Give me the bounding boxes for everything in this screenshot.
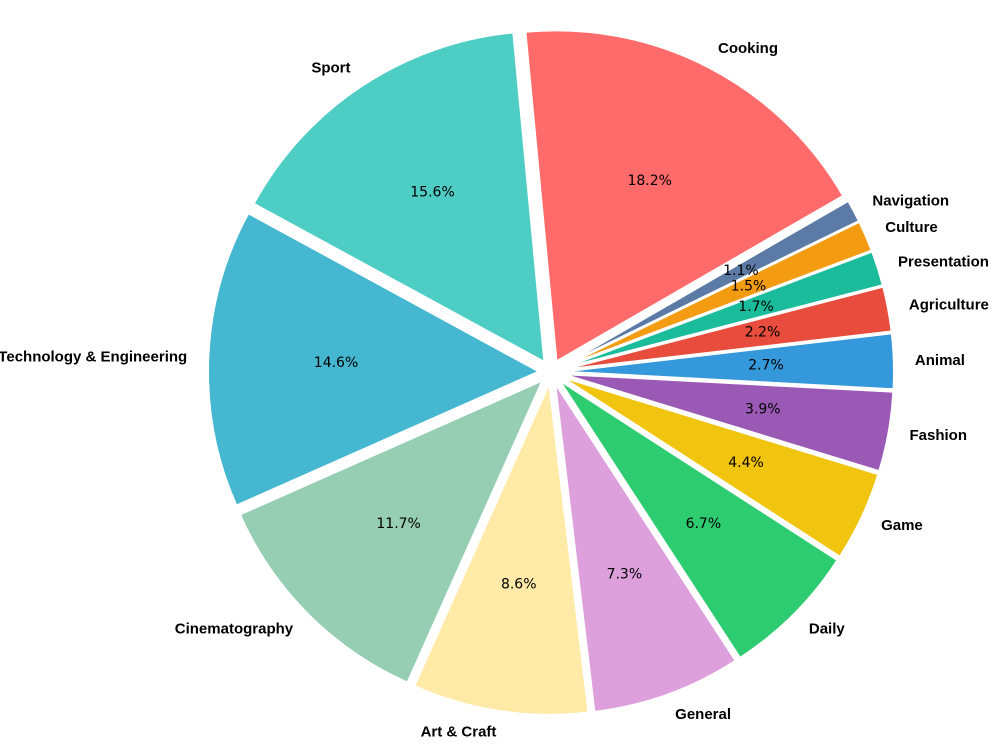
pct-label-presentation: 1.7% — [738, 299, 774, 315]
pct-label-art-and-craft: 8.6% — [501, 577, 537, 593]
pie-slice-animal — [562, 332, 895, 391]
pct-label-sport: 15.6% — [410, 184, 454, 200]
pct-label-technology-and-engineering: 14.6% — [314, 355, 358, 371]
pie-slice-general — [554, 382, 738, 714]
category-label-cooking: Cooking — [718, 40, 778, 57]
pie-slice-navigation — [561, 199, 861, 368]
category-labels: Cooking Sport Technology & Engineering Cine… — [0, 40, 989, 741]
pie-slice-fashion — [562, 373, 895, 473]
pct-label-cinematography: 11.7% — [376, 516, 420, 532]
pie-slice-daily — [558, 379, 839, 660]
pct-label-general: 7.3% — [607, 566, 643, 582]
category-label-technology-and-engineering: Technology & Engineering — [0, 349, 187, 366]
pct-label-navigation: 1.1% — [723, 263, 759, 279]
category-label-art-and-craft: Art & Craft — [421, 723, 497, 740]
pie-slice-presentation — [562, 250, 885, 370]
pct-label-animal: 2.7% — [748, 357, 784, 373]
percentage-labels: 18.2% 15.6% 14.6% 11.7% 8.6% 7.3% 6.7% 4.4% 3.9%… — [314, 173, 784, 593]
pie-slice-art-and-craft — [412, 380, 590, 716]
pct-label-fashion: 3.9% — [745, 402, 781, 418]
category-label-navigation: Navigation — [872, 192, 949, 209]
pie-slice-sport — [252, 31, 546, 364]
category-label-agriculture: Agriculture — [909, 297, 989, 314]
category-label-fashion: Fashion — [910, 427, 968, 444]
category-label-game: Game — [881, 517, 923, 534]
pct-label-daily: 6.7% — [686, 516, 722, 532]
pct-label-game: 4.4% — [728, 455, 764, 471]
pie-slice-agriculture — [562, 285, 893, 371]
category-label-general: General — [675, 706, 731, 723]
category-label-animal: Animal — [915, 352, 965, 369]
category-label-cinematography: Cinematography — [175, 621, 294, 638]
category-label-culture: Culture — [885, 219, 938, 236]
category-label-sport: Sport — [311, 60, 350, 77]
pie-slice-cinematography — [238, 378, 545, 685]
pie-slice-cooking — [524, 29, 845, 363]
pct-label-culture: 1.5% — [731, 279, 767, 295]
category-label-presentation: Presentation — [898, 253, 989, 270]
category-label-daily: Daily — [809, 621, 846, 638]
pct-label-cooking: 18.2% — [627, 173, 671, 189]
pct-label-agriculture: 2.2% — [745, 324, 781, 340]
pie-slice-technology-and-engineering — [207, 211, 542, 507]
pie-slice-game — [561, 376, 880, 559]
pie-slices — [207, 29, 895, 716]
